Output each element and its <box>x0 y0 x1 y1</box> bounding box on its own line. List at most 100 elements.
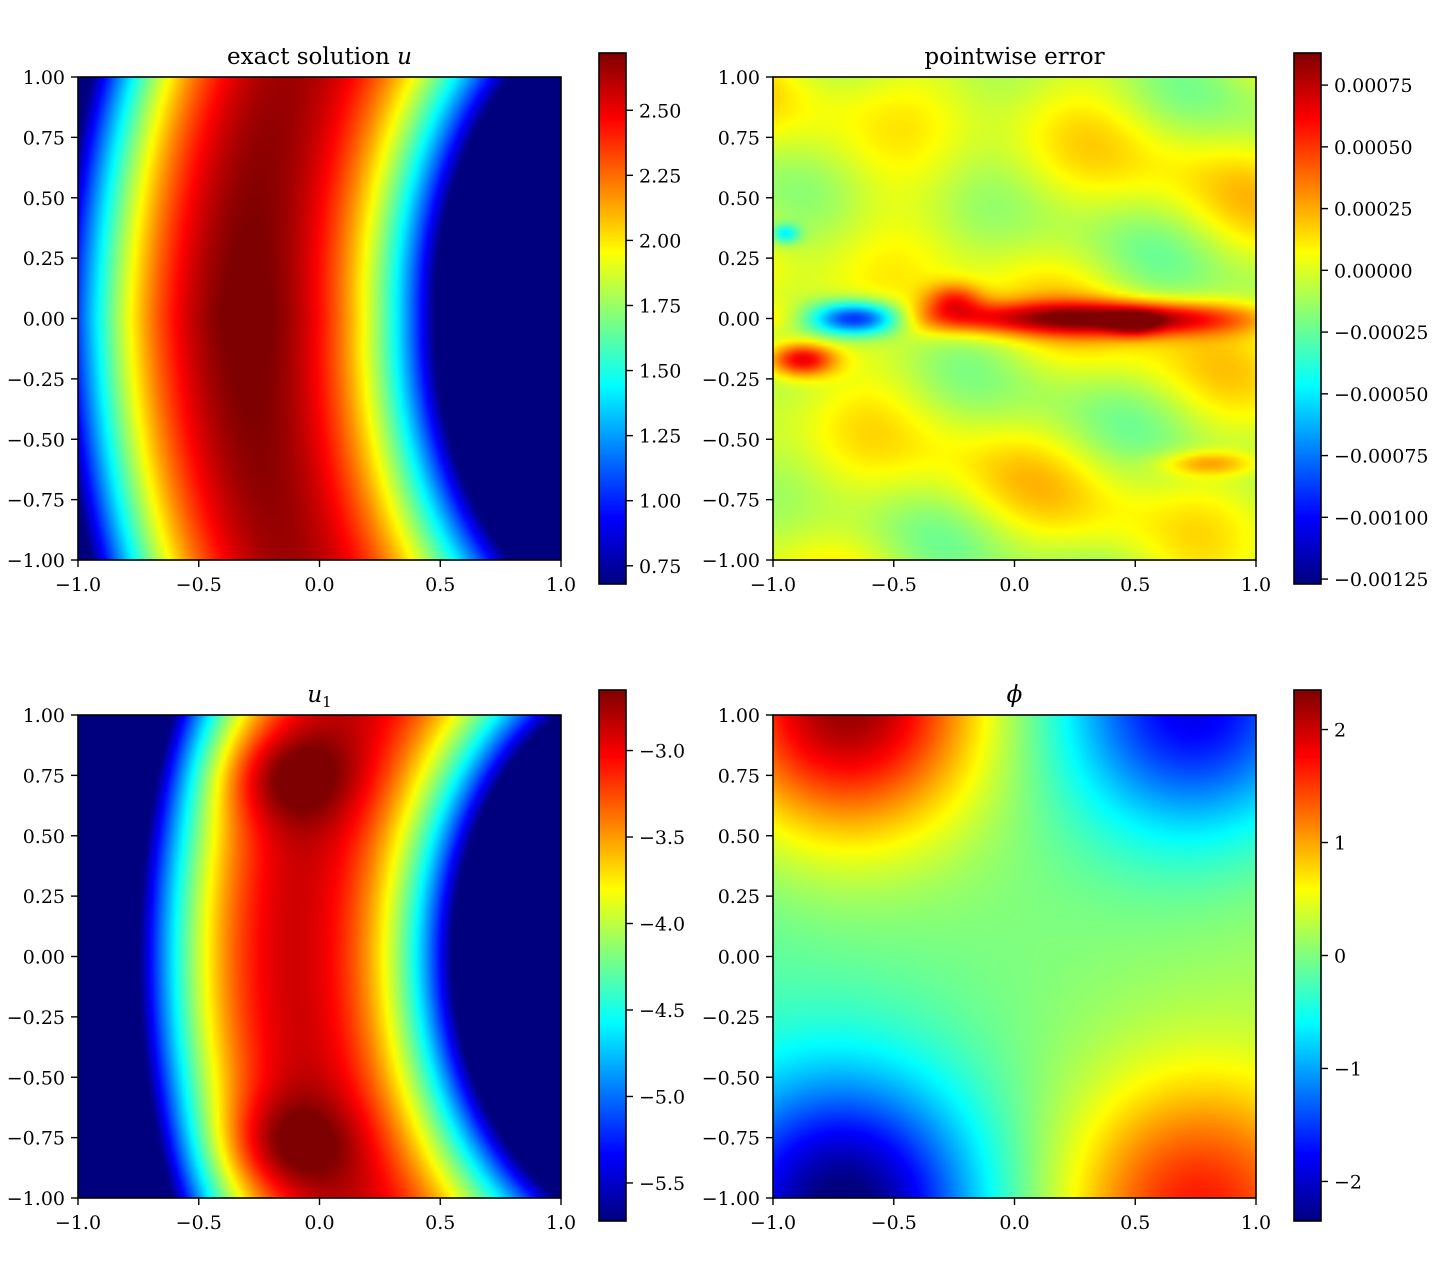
colorbar-tick-label: −3.0 <box>639 741 685 763</box>
y-tick-label: 0.25 <box>23 886 65 908</box>
y-tick-label: −0.25 <box>702 1007 760 1029</box>
colorbar-tick-label: 0 <box>1334 946 1346 968</box>
y-tick-label: −1.00 <box>702 550 760 572</box>
y-tick-label: 0.75 <box>718 127 760 149</box>
colorbar <box>599 690 626 1221</box>
y-tick-label: 0.50 <box>718 188 760 210</box>
y-tick-label: −0.75 <box>7 490 65 512</box>
colorbar-tick-label: 2 <box>1334 720 1346 742</box>
x-tick-label: −1.0 <box>750 1212 796 1234</box>
colorbar <box>599 53 626 584</box>
panel-title-text: pointwise error <box>924 44 1104 70</box>
y-tick-label: 1.00 <box>718 705 760 727</box>
panel-2: pointwise error −1.0 −0.5 0.0 0.5 1.0 1.00 0.75… <box>702 44 1429 596</box>
colorbar-tick-label: 1 <box>1334 833 1346 855</box>
heatmap-image <box>78 715 561 1198</box>
y-tick-label: −0.25 <box>7 1007 65 1029</box>
colorbar-tick-label: 1.75 <box>639 295 681 317</box>
x-tick-label: 1.0 <box>1241 574 1271 596</box>
y-tick-label: 0.75 <box>23 127 65 149</box>
x-tick-label: 0.5 <box>425 1212 455 1234</box>
x-tick-label: −1.0 <box>55 1212 101 1234</box>
y-tick-label: −0.75 <box>702 490 760 512</box>
colorbar-tick-label: −0.00050 <box>1334 384 1429 406</box>
panel-1: exact solution u −1.0 −0.5 0.0 0.5 1.0 1.00 0.7… <box>7 44 682 596</box>
panel-title: exact solution u <box>227 44 412 70</box>
y-tick-label: 0.25 <box>23 248 65 270</box>
y-tick-label: −0.75 <box>702 1128 760 1150</box>
y-tick-label: −0.50 <box>7 1067 65 1089</box>
y-tick-label: 0.75 <box>718 765 760 787</box>
panel-title-symbol: u <box>307 682 322 708</box>
y-tick-label: 1.00 <box>718 67 760 89</box>
panel-title-symbol: ϕ <box>1007 682 1023 708</box>
y-tick-label: 0.50 <box>23 188 65 210</box>
y-tick-label: 0.00 <box>23 947 65 969</box>
colorbar <box>1294 53 1321 584</box>
x-tick-label: −0.5 <box>871 1212 917 1234</box>
colorbar-tick-label: 0.00025 <box>1334 199 1413 221</box>
x-tick-label: −0.5 <box>871 574 917 596</box>
x-tick-label: −0.5 <box>176 574 222 596</box>
colorbar-tick-label: −5.0 <box>639 1086 685 1108</box>
y-tick-label: 0.00 <box>718 309 760 331</box>
x-tick-label: 1.0 <box>1241 1212 1271 1234</box>
colorbar-tick-label: −1 <box>1334 1058 1362 1080</box>
x-tick-label: 0.0 <box>304 1212 334 1234</box>
x-tick-label: 0.5 <box>1120 1212 1150 1234</box>
colorbar-tick-label: −0.00075 <box>1334 446 1429 468</box>
y-tick-label: 1.00 <box>23 705 65 727</box>
y-tick-label: −0.25 <box>702 369 760 391</box>
colorbar-tick-label: 1.25 <box>639 426 681 448</box>
colorbar-tick-label: 0.00000 <box>1334 260 1413 282</box>
y-tick-label: −1.00 <box>7 1188 65 1210</box>
y-tick-label: −0.50 <box>702 1067 760 1089</box>
colorbar-tick-label: 1.50 <box>639 361 681 383</box>
colorbar-tick-label: 0.00050 <box>1334 137 1413 159</box>
heatmap-image <box>773 77 1256 560</box>
colorbar-tick-label: 2.00 <box>639 230 681 252</box>
y-tick-label: 0.25 <box>718 886 760 908</box>
colorbar-tick-label: −0.00025 <box>1334 322 1429 344</box>
x-tick-label: −1.0 <box>750 574 796 596</box>
colorbar-tick-label: −4.5 <box>639 1000 685 1022</box>
colorbar-frame <box>1293 52 1322 585</box>
colorbar-tick-label: −2 <box>1334 1171 1362 1193</box>
x-tick-label: −1.0 <box>55 574 101 596</box>
x-tick-label: 1.0 <box>546 574 576 596</box>
panel-title: pointwise error <box>924 44 1104 70</box>
x-tick-label: 0.5 <box>425 574 455 596</box>
heatmap-image <box>773 715 1256 1198</box>
x-tick-label: 0.0 <box>999 1212 1029 1234</box>
y-tick-label: 0.50 <box>23 826 65 848</box>
y-tick-label: 0.50 <box>718 826 760 848</box>
colorbar-tick-label: 2.25 <box>639 165 681 187</box>
x-tick-label: 1.0 <box>546 1212 576 1234</box>
y-tick-label: −0.25 <box>7 369 65 391</box>
panel-3: u1 −1.0 −0.5 0.0 0.5 1.0 1.00 0.75 0.50 0.25 0.00 −… <box>7 682 685 1234</box>
y-tick-label: −0.50 <box>7 429 65 451</box>
colorbar-tick-label: −4.0 <box>639 914 685 936</box>
colorbar-tick-label: 1.00 <box>639 491 681 513</box>
colorbar-frame <box>598 689 627 1222</box>
y-tick-label: 0.75 <box>23 765 65 787</box>
colorbar-tick-label: −0.00100 <box>1334 507 1429 529</box>
y-tick-label: −1.00 <box>702 1188 760 1210</box>
colorbar-tick-label: 2.50 <box>639 100 681 122</box>
colorbar-tick-label: −0.00125 <box>1334 569 1429 591</box>
y-tick-label: −0.50 <box>702 429 760 451</box>
y-tick-label: 0.00 <box>718 947 760 969</box>
y-tick-label: 0.00 <box>23 309 65 331</box>
colorbar-tick-label: −5.5 <box>639 1173 685 1195</box>
colorbar-tick-label: −3.5 <box>639 827 685 849</box>
panel-title-subscript: 1 <box>322 693 332 711</box>
x-tick-label: −0.5 <box>176 1212 222 1234</box>
colorbar-tick-label: 0.75 <box>639 556 681 578</box>
y-tick-label: −0.75 <box>7 1128 65 1150</box>
y-tick-label: 0.25 <box>718 248 760 270</box>
colorbar-tick-label: 0.00075 <box>1334 75 1413 97</box>
y-tick-label: 1.00 <box>23 67 65 89</box>
colorbar <box>1294 690 1321 1221</box>
panel-title-symbol: u <box>397 44 412 70</box>
colorbar-frame <box>598 52 627 585</box>
